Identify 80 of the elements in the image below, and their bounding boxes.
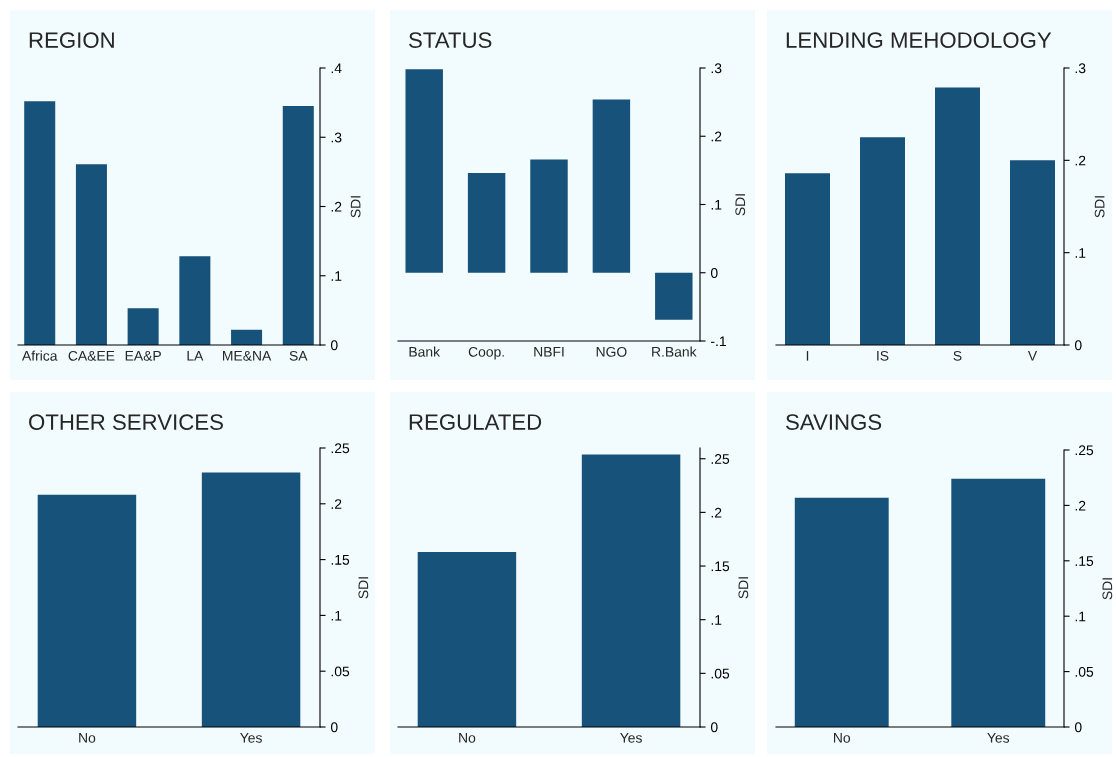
y-tick-label: .25 <box>331 443 350 454</box>
x-tick-label: EA&P <box>125 351 161 361</box>
x-tick-label: No <box>459 733 476 743</box>
y-tick-label: .25 <box>711 454 730 464</box>
bar <box>592 99 631 273</box>
x-tick-label: Africa <box>22 350 58 361</box>
y-tick-label: .3 <box>331 132 342 143</box>
bar <box>655 272 693 320</box>
bar <box>860 137 905 345</box>
bar <box>127 308 159 345</box>
y-tick-label: .3 <box>711 63 722 74</box>
chart-title: LENDING MEHODOLOGY <box>786 32 1052 48</box>
y-tick-label: .15 <box>1075 556 1094 566</box>
chart-title: SAVINGS <box>786 414 882 430</box>
y-tick-label: .1 <box>1075 248 1086 258</box>
y-tick-label: 0 <box>1074 340 1082 351</box>
y-tick-label: .2 <box>1075 155 1086 166</box>
y-tick-label: .15 <box>711 561 730 572</box>
x-tick-label: Coop. <box>468 346 504 360</box>
x-tick-label: Yes <box>987 733 1010 743</box>
x-tick-label: Yes <box>240 733 262 743</box>
x-tick-label: No <box>834 733 851 743</box>
x-tick-label: CA&EE <box>68 350 115 361</box>
y-tick-label: .1 <box>331 610 342 621</box>
bar <box>530 159 568 273</box>
y-tick-label: .3 <box>1075 63 1086 74</box>
y-tick-label: .05 <box>1075 666 1094 677</box>
chart-title: REGULATED <box>409 414 542 430</box>
y-tick-label: .05 <box>331 666 350 677</box>
y-tick-label: .05 <box>711 668 730 679</box>
bar <box>24 101 56 345</box>
y-tick-label: .4 <box>331 63 342 74</box>
y-tick-label: .2 <box>331 201 342 212</box>
bar <box>231 329 263 345</box>
x-tick-label: IS <box>877 350 889 361</box>
y-axis-title: SDI <box>1102 578 1113 600</box>
x-tick-label: V <box>1027 351 1038 361</box>
bar <box>785 173 830 345</box>
x-tick-label: NGO <box>596 346 627 357</box>
y-tick-label: 0 <box>710 722 718 733</box>
bar <box>75 164 107 345</box>
y-tick-label: .2 <box>331 499 342 509</box>
y-tick-label: 0 <box>1074 722 1082 733</box>
x-tick-label: NBFI <box>534 347 564 357</box>
x-tick-label: ME&NA <box>223 351 272 361</box>
chart-title: REGION <box>29 32 114 48</box>
y-axis-title: SDI <box>350 196 361 218</box>
bar <box>282 106 314 345</box>
y-tick-label: .15 <box>331 555 350 565</box>
y-tick-label: 0 <box>710 268 718 278</box>
y-tick-label: 0 <box>330 722 338 733</box>
y-axis-title: SDI <box>735 194 746 216</box>
y-axis-title: SDI <box>1094 196 1105 218</box>
x-tick-label: Yes <box>620 733 642 743</box>
y-axis-title: SDI <box>358 577 369 599</box>
y-tick-label: .2 <box>711 131 722 142</box>
y-tick-label: .2 <box>1075 500 1086 511</box>
chart-title: STATUS <box>409 32 492 48</box>
x-tick-label: LA <box>187 351 204 361</box>
chart-title: OTHER SERVICES <box>29 414 223 430</box>
bar <box>1010 160 1055 345</box>
bar <box>405 69 443 273</box>
y-tick-label: .2 <box>711 507 722 518</box>
bar <box>179 256 211 345</box>
x-tick-label: SA <box>289 350 308 361</box>
x-tick-label: Bank <box>409 346 441 357</box>
x-tick-label: S <box>953 350 962 361</box>
y-tick-label: .1 <box>331 271 342 281</box>
x-tick-label: I <box>806 351 809 361</box>
bar <box>935 87 980 345</box>
y-tick-label: .1 <box>1075 611 1086 622</box>
y-tick-label: -.1 <box>711 336 726 347</box>
bar <box>467 173 506 273</box>
x-tick-label: No <box>79 733 96 743</box>
y-tick-label: .1 <box>711 199 722 210</box>
y-tick-label: .1 <box>711 615 722 625</box>
y-tick-label: .25 <box>1075 445 1094 456</box>
y-tick-label: 0 <box>330 340 338 351</box>
x-tick-label: R.Bank <box>652 346 697 357</box>
y-axis-title: SDI <box>738 577 749 599</box>
